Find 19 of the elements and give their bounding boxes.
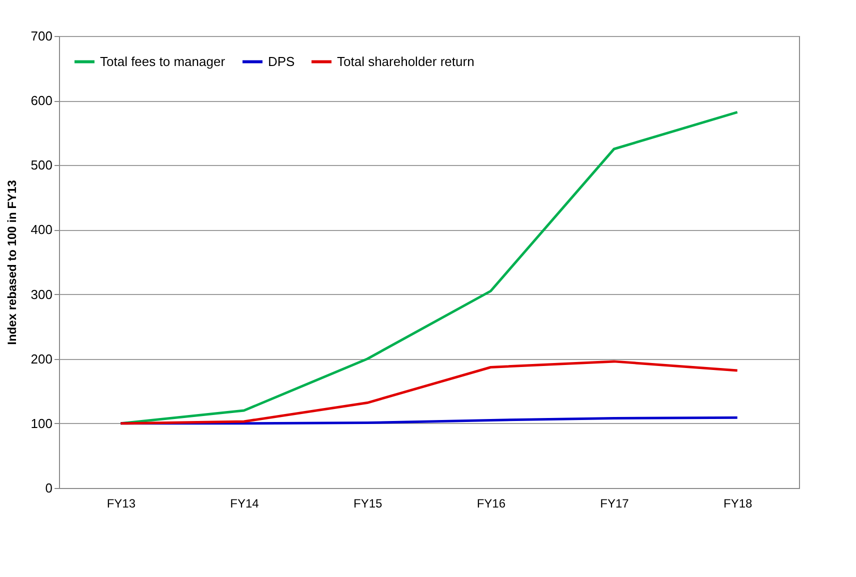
y-tick-label: 500 <box>30 158 52 173</box>
y-tick-label: 400 <box>30 222 52 238</box>
y-tick-label: 600 <box>30 93 52 108</box>
legend-label: Total fees to manager <box>100 54 226 69</box>
legend-label: DPS <box>268 54 296 69</box>
x-tick-label: FY16 <box>476 496 506 510</box>
y-tick-label: 0 <box>45 480 52 496</box>
x-tick-label: FY15 <box>353 496 382 510</box>
y-tick-label: 300 <box>30 286 52 302</box>
y-tick-label: 200 <box>30 351 52 366</box>
legend-label: Total shareholder return <box>337 54 474 69</box>
line-series <box>119 360 739 425</box>
x-tick-label: FY17 <box>600 496 630 510</box>
x-tick-label: FY13 <box>106 496 136 510</box>
x-tick-label: FY14 <box>230 496 260 510</box>
y-tick-label: 100 <box>30 416 52 431</box>
y-axis-title: Index rebased to 100 in FY13 <box>4 180 19 345</box>
x-tick-label: FY18 <box>723 496 752 510</box>
y-tick-label: 700 <box>30 28 52 44</box>
